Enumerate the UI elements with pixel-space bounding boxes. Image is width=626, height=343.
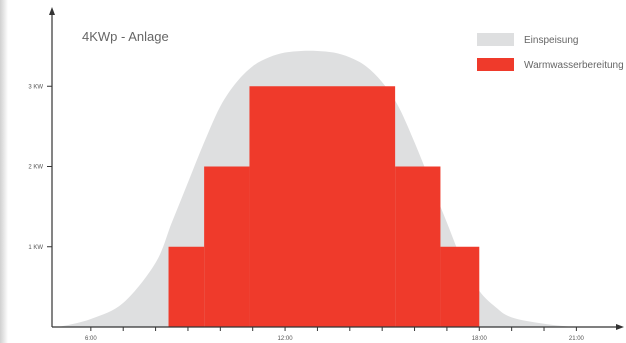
x-tick-label-1: 12:00 [278, 336, 294, 342]
y-tick-label-0: 1 KW [28, 245, 43, 251]
chart-title: 4KWp - Anlage [82, 29, 169, 44]
bars-layer [168, 86, 480, 327]
legend-swatch-einspeisung [477, 33, 514, 46]
legend-swatch-warmwasserbereitung [477, 58, 514, 71]
warmwasser-step-1 [204, 166, 250, 327]
warmwasser-step-4 [440, 246, 480, 327]
legend-label-warmwasserbereitung: Warmwasserbereitung [524, 60, 624, 71]
legend: Einspeisung Warmwasserbereitung [477, 33, 624, 71]
legend-label-einspeisung: Einspeisung [524, 35, 578, 46]
warmwasser-step-0 [168, 246, 205, 327]
x-tick-label-3: 21:00 [569, 336, 585, 342]
y-axis-arrow [49, 7, 55, 15]
y-tick-label-1: 2 KW [28, 165, 43, 171]
labels-layer: 1 KW 2 KW 3 KW 6:00 12:00 18:00 21:00 [28, 84, 584, 342]
y-tick-label-2: 3 KW [28, 84, 43, 90]
warmwasser-step-2 [249, 86, 396, 327]
x-tick-label-0: 6:00 [85, 336, 97, 342]
left-edge-shadow [0, 0, 8, 343]
x-axis-arrow [616, 324, 624, 330]
warmwasser-step-3 [395, 166, 441, 327]
axes-layer [47, 7, 624, 331]
x-tick-label-2: 18:00 [472, 336, 488, 342]
